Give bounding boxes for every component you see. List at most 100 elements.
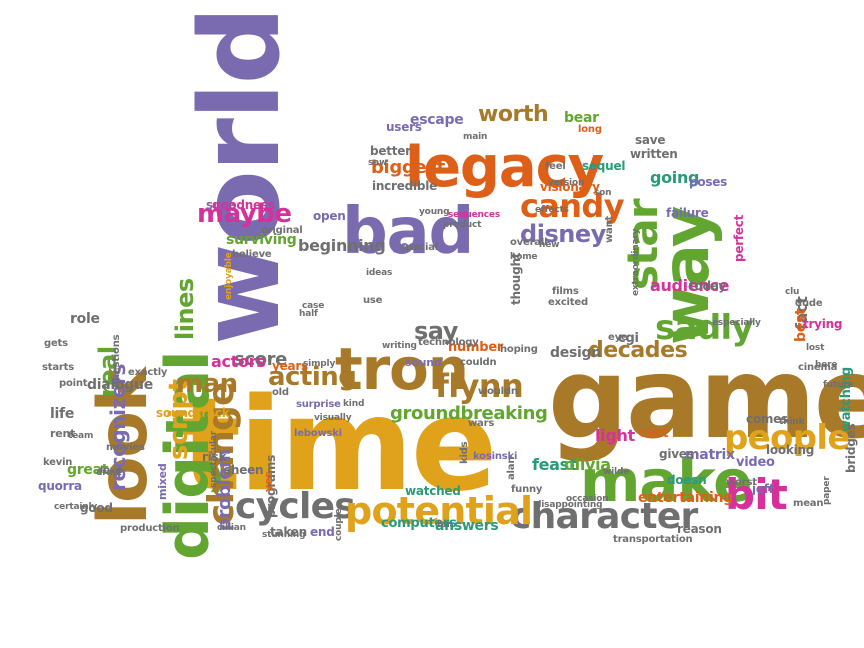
cloud-word: feel xyxy=(545,161,566,172)
cloud-word: especially xyxy=(712,318,761,328)
cloud-word: main xyxy=(463,132,488,142)
cloud-word: hoping xyxy=(500,344,538,355)
cloud-word: home xyxy=(510,252,538,262)
cloud-word: visually xyxy=(314,413,352,423)
cloud-word: great xyxy=(67,462,109,478)
cloud-word: maybe xyxy=(197,199,292,229)
cloud-word: lost xyxy=(806,343,825,353)
cloud-word: open xyxy=(313,209,346,223)
cloud-word: couldn xyxy=(460,357,497,368)
cloud-word: reason xyxy=(677,522,722,536)
cloud-word: trying xyxy=(803,317,843,331)
cloud-word: team xyxy=(68,431,94,441)
cloud-word: exactly xyxy=(128,367,168,378)
cloud-word: sequel xyxy=(582,159,626,173)
cloud-word: role xyxy=(70,311,100,327)
cloud-word: comes xyxy=(746,412,788,426)
cloud-word: sound xyxy=(405,356,442,369)
cloud-word: written xyxy=(630,147,678,161)
cloud-word: clu xyxy=(785,287,800,297)
cloud-word: special xyxy=(400,242,439,253)
cloud-word: wilde xyxy=(603,467,630,477)
cloud-word: looking xyxy=(766,443,815,457)
cloud-word: audience xyxy=(650,276,730,295)
cloud-word: couple xyxy=(334,508,344,541)
cloud-word: goodness xyxy=(212,198,275,212)
cloud-word: entertaining xyxy=(638,490,733,506)
cloud-word: taken xyxy=(270,525,307,539)
cloud-word: son xyxy=(594,188,612,198)
cloud-word: old xyxy=(272,387,289,398)
cloud-word: films xyxy=(552,286,579,297)
cloud-word: years xyxy=(272,359,308,373)
cloud-word: ideas xyxy=(366,268,393,278)
cloud-word: biggest xyxy=(371,157,445,178)
cloud-word: rent xyxy=(50,427,76,440)
cloud-word: watched xyxy=(405,484,461,498)
cloud-word: eye xyxy=(608,332,628,343)
cloud-word: point xyxy=(59,378,88,389)
cloud-word: original xyxy=(261,225,303,236)
cloud-word: character xyxy=(510,496,698,537)
cloud-word: use xyxy=(363,295,383,306)
cloud-word: world xyxy=(176,8,304,345)
cloud-word: transportation xyxy=(613,534,693,545)
cloud-word: disappointing xyxy=(535,500,603,510)
cloud-word: here xyxy=(815,360,838,370)
cloud-word: cast xyxy=(639,426,669,441)
cloud-word: want xyxy=(604,215,615,243)
cloud-word: failure xyxy=(666,206,709,220)
cloud-word: far xyxy=(437,520,451,530)
cloud-word: effects xyxy=(535,205,569,215)
cloud-word: stunning xyxy=(262,530,306,540)
cloud-word: jeff xyxy=(752,482,774,496)
cloud-word: legacy xyxy=(405,135,604,200)
cloud-word: today xyxy=(689,279,726,293)
cloud-word: excited xyxy=(548,297,588,308)
cloud-word: olivia xyxy=(564,455,611,474)
cloud-word: starts xyxy=(42,362,74,373)
cloud-word: sadly xyxy=(655,308,754,348)
cloud-word: kosinski xyxy=(473,451,518,462)
cloud-word: groundbreaking xyxy=(390,403,548,424)
cloud-word: new xyxy=(539,240,560,250)
cloud-word: dude xyxy=(795,298,823,309)
cloud-word: wouldn xyxy=(478,386,518,397)
cloud-word: worth xyxy=(478,102,549,127)
cloud-word: version xyxy=(548,178,585,188)
cloud-word: enjoyable xyxy=(224,252,234,300)
cloud-word: wars xyxy=(468,418,495,429)
cloud-word: matrix xyxy=(685,447,735,463)
cloud-word: better xyxy=(370,144,411,158)
cloud-word: actors xyxy=(211,352,266,371)
cloud-word: visionary xyxy=(540,180,600,194)
cloud-word: game xyxy=(548,334,864,464)
cloud-word: people xyxy=(724,418,850,458)
cloud-word: decades xyxy=(588,338,688,363)
cloud-word: gets xyxy=(44,338,68,349)
cloud-word: spectacular xyxy=(209,431,219,488)
cloud-word: simply xyxy=(303,359,336,369)
cloud-word: lines xyxy=(171,278,199,340)
cloud-word: product xyxy=(443,220,482,230)
cloud-word: number xyxy=(448,340,504,355)
cloud-word: man xyxy=(176,369,238,399)
cloud-word: flynn xyxy=(435,367,524,405)
cloud-word: technology xyxy=(418,337,479,348)
cloud-word: design xyxy=(550,345,601,361)
cloud-word: watching xyxy=(839,367,854,432)
cloud-word: sequences xyxy=(448,210,500,220)
cloud-word: feast xyxy=(532,455,577,474)
cloud-word: alan xyxy=(506,456,517,480)
cloud-word: saw xyxy=(368,158,388,168)
cloud-word: going xyxy=(650,168,700,187)
cloud-word: lebowski xyxy=(294,428,342,439)
cloud-word: disney xyxy=(520,220,606,248)
cloud-word: quorra xyxy=(38,479,82,493)
cloud-word: cinema xyxy=(798,362,838,373)
cloud-word: sheen xyxy=(224,463,264,477)
cloud-word: beginning xyxy=(298,236,386,255)
cloud-word: kind xyxy=(343,399,365,409)
cloud-word: overall xyxy=(510,237,548,248)
cloud-word: computers xyxy=(381,516,457,531)
